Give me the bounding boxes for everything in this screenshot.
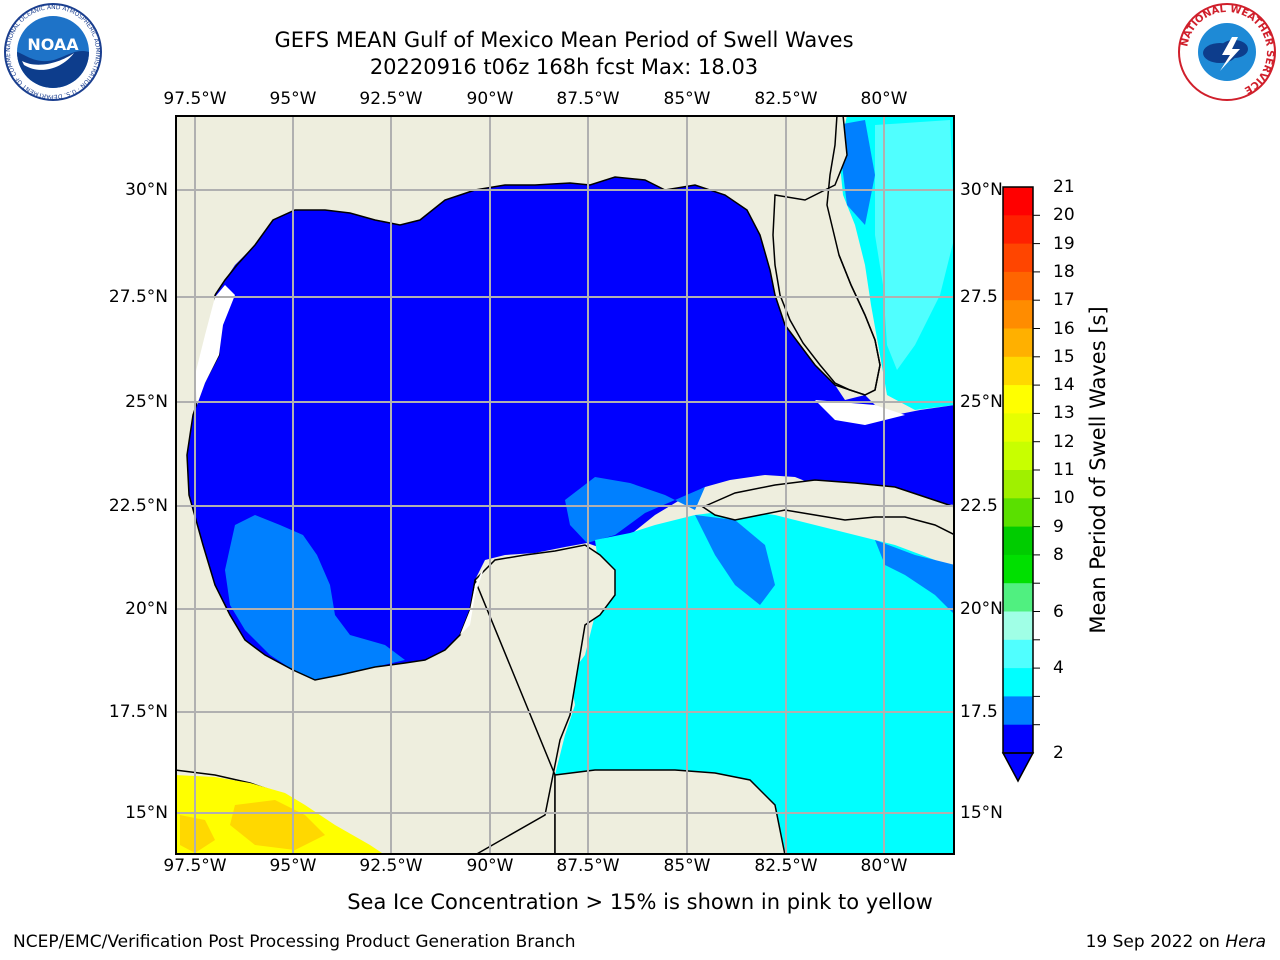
lon-label-bottom: 82.5°W — [754, 856, 818, 876]
noaa-logo: NATIONAL OCEANIC AND ATMOSPHERIC ADMINIS… — [2, 3, 102, 101]
lat-label-right: 15°N — [960, 803, 1003, 823]
colorbar-band — [1003, 441, 1033, 471]
lat-label-left: 15°N — [125, 803, 168, 823]
colorbar-band — [1003, 611, 1033, 641]
nearshore-blank-florida-keys — [815, 400, 905, 425]
lon-label-top: 97.5°W — [163, 89, 227, 109]
footer-host: Hera — [1225, 932, 1266, 952]
colorbar-band — [1003, 668, 1033, 697]
colorbar-tick-label: 8 — [1053, 544, 1064, 565]
lon-label-bottom: 90°W — [466, 856, 514, 876]
lat-label-left: 20°N — [125, 599, 168, 619]
map-border — [175, 115, 955, 855]
colorbar-tick-label: 17 — [1053, 290, 1075, 311]
colorbar-band — [1003, 300, 1033, 330]
gulf-of-mexico — [187, 177, 955, 680]
colorbar-tick-label: 21 — [1053, 177, 1075, 197]
colorbar-extend-arrow — [1001, 752, 1035, 783]
footer-date-text: 19 Sep 2022 on — [1085, 932, 1226, 952]
cuba-land — [701, 479, 955, 536]
lon-label-top: 82.5°W — [754, 89, 818, 109]
lon-label-bottom: 85°W — [663, 856, 711, 876]
lat-label-right: 17.5 — [960, 702, 998, 722]
colorbar-band — [1003, 554, 1033, 584]
lat-label-left: 22.5°N — [108, 496, 168, 516]
footer-date: 19 Sep 2022 on Hera — [1086, 932, 1266, 952]
lat-label-left: 17.5°N — [108, 702, 168, 722]
colorbar-band — [1003, 583, 1033, 613]
map-subtitle: 20220916 t06z 168h fcst Max: 18.03 — [369, 55, 759, 79]
lon-label-top: 85°W — [663, 89, 711, 109]
colorbar-tick-label: 12 — [1053, 431, 1075, 452]
map-title: GEFS MEAN Gulf of Mexico Mean Period of … — [274, 28, 854, 52]
lon-label-top: 90°W — [466, 89, 514, 109]
lon-label-bottom: 92.5°W — [359, 856, 423, 876]
gulf-mid-blue-yucatan — [565, 477, 705, 543]
lon-label-top: 92.5°W — [359, 89, 423, 109]
colorbar-title: Mean Period of Swell Waves [s] — [1086, 306, 1110, 634]
graticule — [175, 115, 955, 855]
colorbar-border — [1002, 186, 1034, 754]
colorbar-band — [1003, 243, 1033, 273]
lon-label-bottom: 97.5°W — [163, 856, 227, 876]
pacific-gold-patch-2 — [180, 815, 215, 853]
colorbar-band — [1003, 413, 1033, 443]
colorbar-tick-label: 16 — [1053, 318, 1075, 339]
map-plot — [175, 115, 955, 855]
lon-label-top: 95°W — [269, 89, 317, 109]
lat-label-right: 27.5 — [960, 287, 998, 307]
colorbar-band — [1003, 724, 1033, 754]
lon-label-bottom: 87.5°W — [556, 856, 620, 876]
colorbar-band — [1003, 356, 1033, 386]
colorbar-tick-label: 15 — [1053, 346, 1075, 367]
colorbar — [1001, 186, 1040, 783]
ice-note: Sea Ice Concentration > 15% is shown in … — [347, 890, 933, 914]
nws-logo: NATIONAL WEATHER SERVICE — [1178, 3, 1276, 101]
colorbar-tick-label: 19 — [1053, 233, 1075, 254]
colorbar-tick-label: 11 — [1053, 460, 1075, 480]
caribbean-sea — [555, 510, 955, 855]
colorbar-tick-label: 14 — [1053, 375, 1075, 396]
colorbar-band — [1003, 271, 1033, 301]
nearshore-blank-yucatan — [460, 565, 485, 635]
colorbar-tick-label: 13 — [1053, 403, 1075, 424]
colorbar-band — [1003, 696, 1033, 726]
colorbar-tick-label: 20 — [1053, 205, 1075, 226]
lat-label-left: 25°N — [125, 392, 168, 412]
caribbean-mid-blue — [695, 515, 775, 605]
colorbar-band — [1003, 470, 1033, 499]
us-gulf-coast — [214, 176, 881, 396]
colorbar-band — [1003, 498, 1033, 528]
lon-label-bottom: 80°W — [860, 856, 908, 876]
lat-label-left: 27.5°N — [108, 287, 168, 307]
colorbar-tick-label: 4 — [1053, 658, 1064, 679]
lat-label-right: 30°N — [960, 180, 1003, 200]
colorbar-band — [1003, 385, 1033, 414]
gulf-mid-blue-west — [225, 515, 405, 680]
colorbar-tick-label: 10 — [1053, 488, 1075, 509]
lat-label-right: 20°N — [960, 599, 1003, 619]
colorbar-tick-label: 18 — [1053, 261, 1075, 282]
colorbar-band — [1003, 526, 1033, 556]
lat-label-right: 22.5 — [960, 496, 998, 516]
colorbar-band — [1003, 639, 1033, 669]
nearshore-blank-west — [195, 285, 235, 405]
noaa-text: NOAA — [27, 35, 79, 54]
lat-label-right: 25°N — [960, 392, 1003, 412]
lon-label-bottom: 95°W — [269, 856, 317, 876]
lon-label-top: 87.5°W — [556, 89, 620, 109]
lat-label-left: 30°N — [125, 180, 168, 200]
caribbean-mid-blue-east — [875, 540, 955, 615]
yucatan-land — [175, 544, 616, 855]
lon-label-top: 80°W — [860, 89, 908, 109]
colorbar-band — [1003, 187, 1033, 216]
colorbar-tick-label: 2 — [1053, 743, 1064, 763]
colorbar-band — [1003, 328, 1033, 358]
colorbar-band — [1003, 215, 1033, 245]
footer-credit: NCEP/EMC/Verification Post Processing Pr… — [13, 932, 576, 952]
colorbar-tick-label: 9 — [1053, 516, 1064, 537]
atlantic-light-cyan — [875, 120, 955, 370]
colorbar-tick-label: 6 — [1053, 601, 1064, 622]
